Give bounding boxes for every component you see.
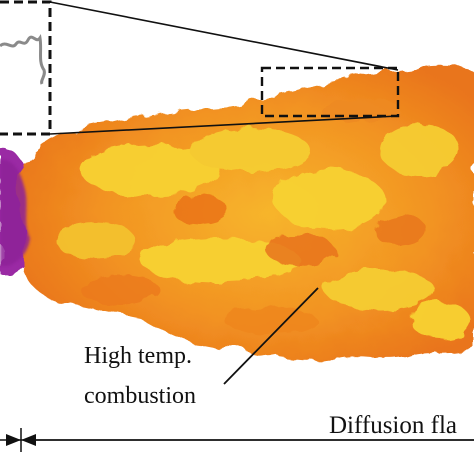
annotation-high-temp: High temp. [84, 343, 192, 369]
pointer-line [223, 287, 319, 385]
annotation-combustion: combustion [84, 383, 196, 409]
inset-curve [0, 34, 46, 85]
dimension-line [0, 428, 474, 452]
zoom-box [260, 66, 400, 118]
annotation-diffusion: Diffusion fla [329, 412, 457, 439]
zoom-line-top [49, 1, 399, 71]
inset-frame [0, 0, 52, 136]
zoom-line-bottom [49, 115, 399, 135]
purple-core [0, 159, 30, 266]
flame-highlights [55, 124, 470, 338]
